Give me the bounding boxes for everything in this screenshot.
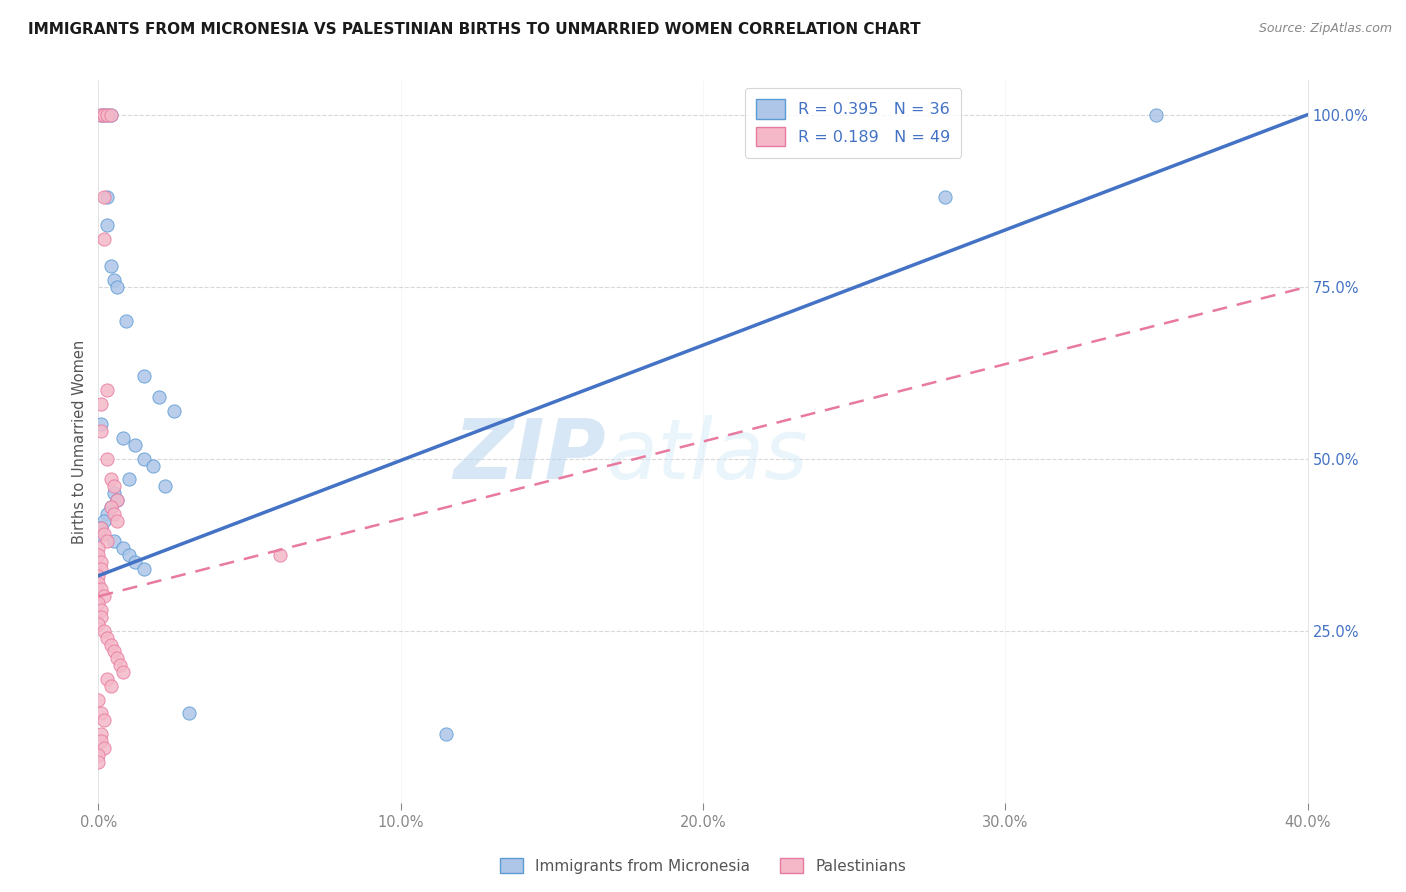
Point bbox=[87, 596, 110, 610]
Point bbox=[96, 108, 118, 122]
Point bbox=[111, 431, 134, 445]
Point bbox=[87, 616, 110, 631]
Point bbox=[132, 562, 155, 576]
Point bbox=[132, 451, 155, 466]
Point bbox=[269, 548, 291, 562]
Point bbox=[87, 541, 110, 556]
Point bbox=[93, 190, 115, 204]
Point bbox=[100, 638, 122, 652]
Point bbox=[1144, 108, 1167, 122]
Point bbox=[179, 706, 201, 721]
Point bbox=[87, 527, 110, 541]
Point bbox=[87, 747, 110, 762]
Point bbox=[96, 451, 118, 466]
Text: atlas: atlas bbox=[606, 416, 808, 497]
Point bbox=[96, 218, 118, 232]
Point bbox=[105, 514, 128, 528]
Point bbox=[93, 527, 115, 541]
Legend: R = 0.395   N = 36, R = 0.189   N = 49: R = 0.395 N = 36, R = 0.189 N = 49 bbox=[745, 88, 962, 158]
Point bbox=[96, 507, 118, 521]
Point bbox=[118, 548, 141, 562]
Point bbox=[100, 108, 122, 122]
Point bbox=[90, 610, 112, 624]
Point bbox=[87, 692, 110, 706]
Point bbox=[434, 727, 457, 741]
Point bbox=[103, 486, 125, 500]
Point bbox=[87, 575, 110, 590]
Point bbox=[105, 279, 128, 293]
Point bbox=[100, 259, 122, 273]
Point bbox=[90, 417, 112, 432]
Point bbox=[108, 658, 131, 673]
Text: ZIP: ZIP bbox=[454, 416, 606, 497]
Point bbox=[105, 493, 128, 508]
Point bbox=[96, 534, 118, 549]
Point bbox=[90, 706, 112, 721]
Point bbox=[100, 679, 122, 693]
Point bbox=[96, 108, 118, 122]
Point bbox=[100, 500, 122, 514]
Point bbox=[93, 514, 115, 528]
Point bbox=[93, 590, 115, 604]
Point bbox=[93, 740, 115, 755]
Y-axis label: Births to Unmarried Women: Births to Unmarried Women bbox=[72, 340, 87, 543]
Point bbox=[148, 390, 170, 404]
Point bbox=[105, 493, 128, 508]
Point bbox=[142, 458, 165, 473]
Point bbox=[90, 397, 112, 411]
Point bbox=[90, 555, 112, 569]
Point bbox=[87, 568, 110, 582]
Point bbox=[100, 472, 122, 486]
Point bbox=[90, 582, 112, 597]
Point bbox=[93, 713, 115, 727]
Point bbox=[100, 500, 122, 514]
Point bbox=[934, 190, 956, 204]
Point bbox=[87, 755, 110, 769]
Point bbox=[103, 534, 125, 549]
Point bbox=[93, 108, 115, 122]
Point bbox=[96, 190, 118, 204]
Point bbox=[90, 562, 112, 576]
Text: Source: ZipAtlas.com: Source: ZipAtlas.com bbox=[1258, 22, 1392, 36]
Point bbox=[124, 438, 146, 452]
Point bbox=[100, 108, 122, 122]
Point bbox=[90, 603, 112, 617]
Point bbox=[163, 403, 186, 417]
Text: IMMIGRANTS FROM MICRONESIA VS PALESTINIAN BIRTHS TO UNMARRIED WOMEN CORRELATION : IMMIGRANTS FROM MICRONESIA VS PALESTINIA… bbox=[28, 22, 921, 37]
Point bbox=[93, 231, 115, 245]
Point bbox=[118, 472, 141, 486]
Point bbox=[132, 369, 155, 384]
Point bbox=[103, 507, 125, 521]
Point bbox=[96, 631, 118, 645]
Legend: Immigrants from Micronesia, Palestinians: Immigrants from Micronesia, Palestinians bbox=[494, 852, 912, 880]
Point bbox=[93, 108, 115, 122]
Point bbox=[93, 624, 115, 638]
Point bbox=[103, 479, 125, 493]
Point bbox=[90, 734, 112, 748]
Point bbox=[87, 548, 110, 562]
Point bbox=[114, 314, 136, 328]
Point bbox=[111, 665, 134, 679]
Point bbox=[153, 479, 176, 493]
Point bbox=[90, 108, 112, 122]
Point bbox=[90, 727, 112, 741]
Point bbox=[90, 520, 112, 534]
Point bbox=[124, 555, 146, 569]
Point bbox=[103, 273, 125, 287]
Point bbox=[103, 644, 125, 658]
Point bbox=[96, 672, 118, 686]
Point bbox=[96, 383, 118, 397]
Point bbox=[111, 541, 134, 556]
Point bbox=[90, 108, 112, 122]
Point bbox=[105, 651, 128, 665]
Point bbox=[90, 520, 112, 534]
Point bbox=[90, 424, 112, 438]
